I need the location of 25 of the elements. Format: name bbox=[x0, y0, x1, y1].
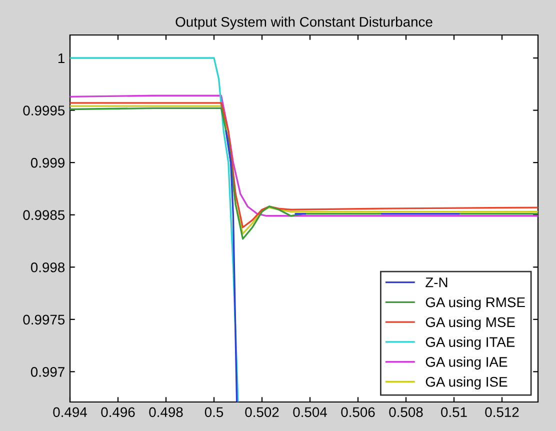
x-tick-label: 0.512 bbox=[485, 407, 519, 418]
x-tick-label: 0.508 bbox=[389, 407, 423, 418]
x-tick-label: 0.502 bbox=[245, 407, 279, 418]
chart-title: Output System with Constant Disturbance bbox=[176, 16, 432, 30]
y-tick-label: 1 bbox=[58, 53, 64, 64]
y-tick-label: 0.999 bbox=[30, 158, 64, 168]
y-tick-label: 0.9995 bbox=[23, 106, 65, 116]
x-tick-label: 0.51 bbox=[441, 407, 467, 418]
y-tick-label: 0.998 bbox=[30, 262, 65, 272]
y-tick-label: 0.9975 bbox=[23, 314, 65, 325]
legend-label: Z-N bbox=[426, 278, 448, 288]
legend-label: GA using IAE bbox=[426, 356, 508, 370]
x-tick-label: 0.498 bbox=[149, 407, 183, 418]
y-tick-label: 0.9985 bbox=[23, 210, 65, 220]
legend-label: GA using RMSE bbox=[426, 296, 525, 310]
legend-label: GA using ISE bbox=[426, 376, 508, 390]
y-tick-label: 0.997 bbox=[30, 367, 64, 377]
x-tick-label: 0.494 bbox=[53, 407, 87, 418]
x-tick-label: 0.496 bbox=[101, 407, 135, 418]
legend-label: GA using MSE bbox=[426, 316, 515, 330]
x-tick-label: 0.506 bbox=[341, 407, 375, 418]
legend-label: GA using ITAE bbox=[426, 336, 515, 350]
x-tick-label: 0.5 bbox=[204, 407, 224, 418]
line-series bbox=[70, 57, 239, 402]
x-tick-label: 0.504 bbox=[293, 407, 327, 418]
